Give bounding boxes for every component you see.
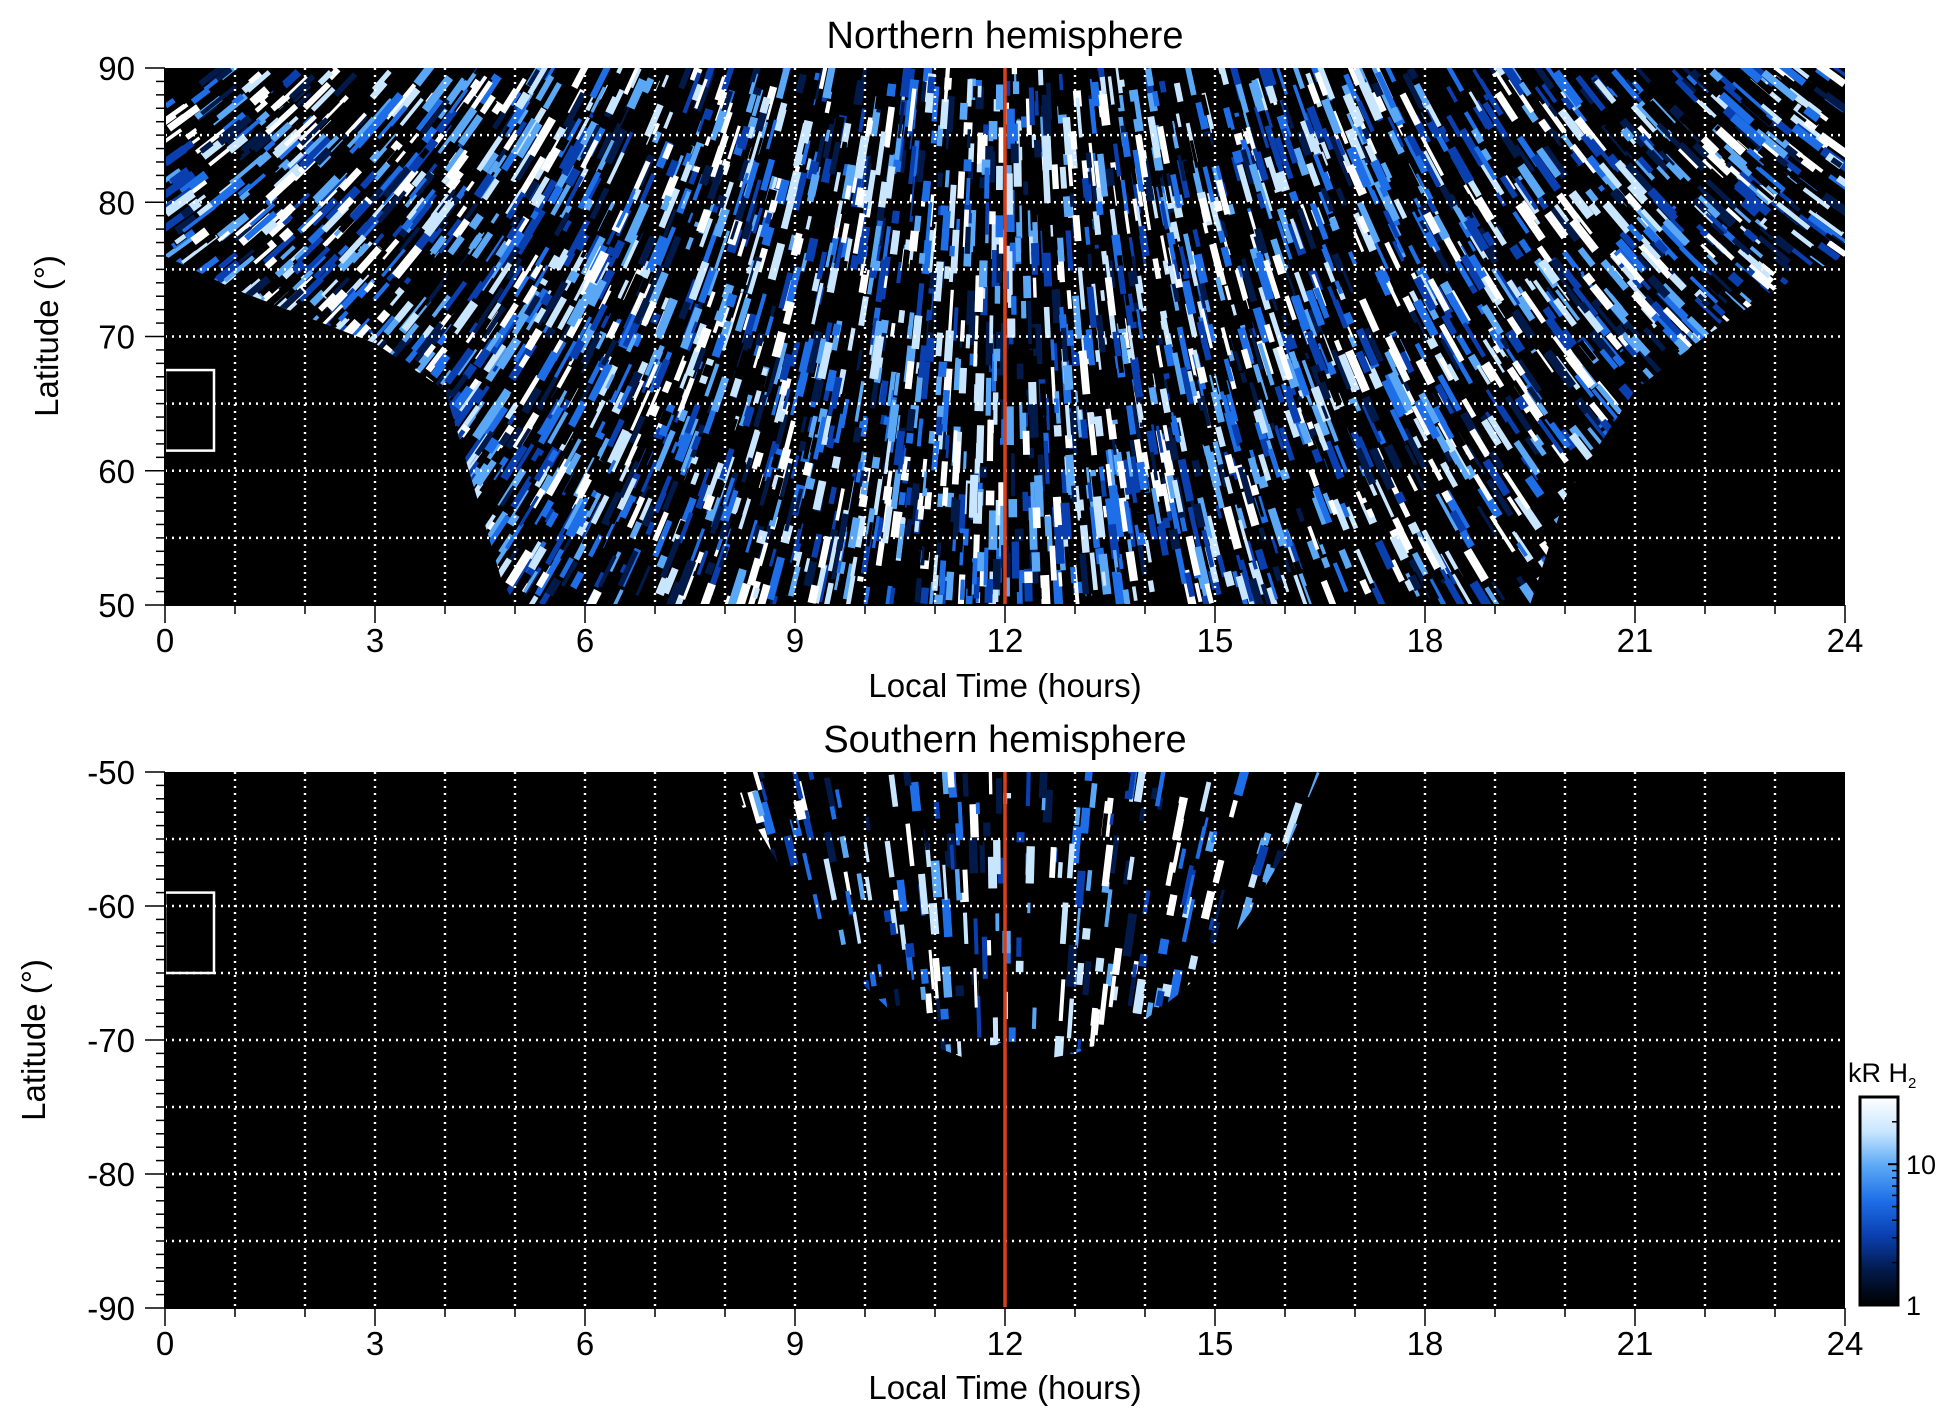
x-tick-label: 9 xyxy=(786,1325,804,1362)
y-tick-label: -60 xyxy=(87,888,135,925)
colorbar-tick-label: 1 xyxy=(1906,1291,1921,1321)
x-axis-label: Local Time (hours) xyxy=(868,667,1141,704)
x-tick-label: 24 xyxy=(1827,1325,1864,1362)
x-tick-label: 0 xyxy=(156,1325,174,1362)
y-tick-label: 90 xyxy=(98,50,135,87)
x-tick-label: 18 xyxy=(1407,622,1444,659)
y-tick-label: -70 xyxy=(87,1022,135,1059)
panel-title: Southern hemisphere xyxy=(823,719,1186,761)
x-tick-label: 18 xyxy=(1407,1325,1444,1362)
northern-hemisphere-panel: Northern hemisphere Local Time (hours) L… xyxy=(28,15,1863,704)
colorbar-label-text: kR H xyxy=(1848,1058,1908,1088)
x-tick-label: 15 xyxy=(1197,622,1234,659)
colorbar-label-subscript: 2 xyxy=(1908,1075,1916,1092)
x-tick-label: 24 xyxy=(1827,622,1864,659)
x-tick-label: 9 xyxy=(786,622,804,659)
panel-title: Northern hemisphere xyxy=(827,15,1184,57)
x-tick-label: 21 xyxy=(1617,1325,1654,1362)
colorbar-label: kR H2 xyxy=(1848,1058,1916,1092)
x-tick-label: 12 xyxy=(987,1325,1024,1362)
y-axis-label: Latitude (°) xyxy=(15,959,52,1121)
y-tick-label: -80 xyxy=(87,1156,135,1193)
x-axis-label: Local Time (hours) xyxy=(868,1369,1141,1406)
y-axis-label: Latitude (°) xyxy=(28,255,65,417)
y-tick-label: -90 xyxy=(87,1290,135,1327)
x-tick-label: 0 xyxy=(156,622,174,659)
colorbar-scale xyxy=(1858,1095,1900,1307)
y-tick-label: -50 xyxy=(87,754,135,791)
y-tick-label: 50 xyxy=(98,587,135,624)
x-tick-label: 21 xyxy=(1617,622,1654,659)
x-tick-label: 6 xyxy=(576,1325,594,1362)
x-tick-label: 12 xyxy=(987,622,1024,659)
colorbar: kR H2 1 10 xyxy=(1848,1058,1936,1321)
x-tick-label: 3 xyxy=(366,622,384,659)
x-tick-label: 15 xyxy=(1197,1325,1234,1362)
y-tick-label: 60 xyxy=(98,453,135,490)
southern-hemisphere-panel: Southern hemisphere Local Time (hours) L… xyxy=(15,719,1863,1406)
colorbar-tick-label: 10 xyxy=(1906,1150,1936,1180)
y-tick-label: 80 xyxy=(98,184,135,221)
y-tick-label: 70 xyxy=(98,319,135,356)
x-tick-label: 3 xyxy=(366,1325,384,1362)
x-tick-label: 6 xyxy=(576,622,594,659)
